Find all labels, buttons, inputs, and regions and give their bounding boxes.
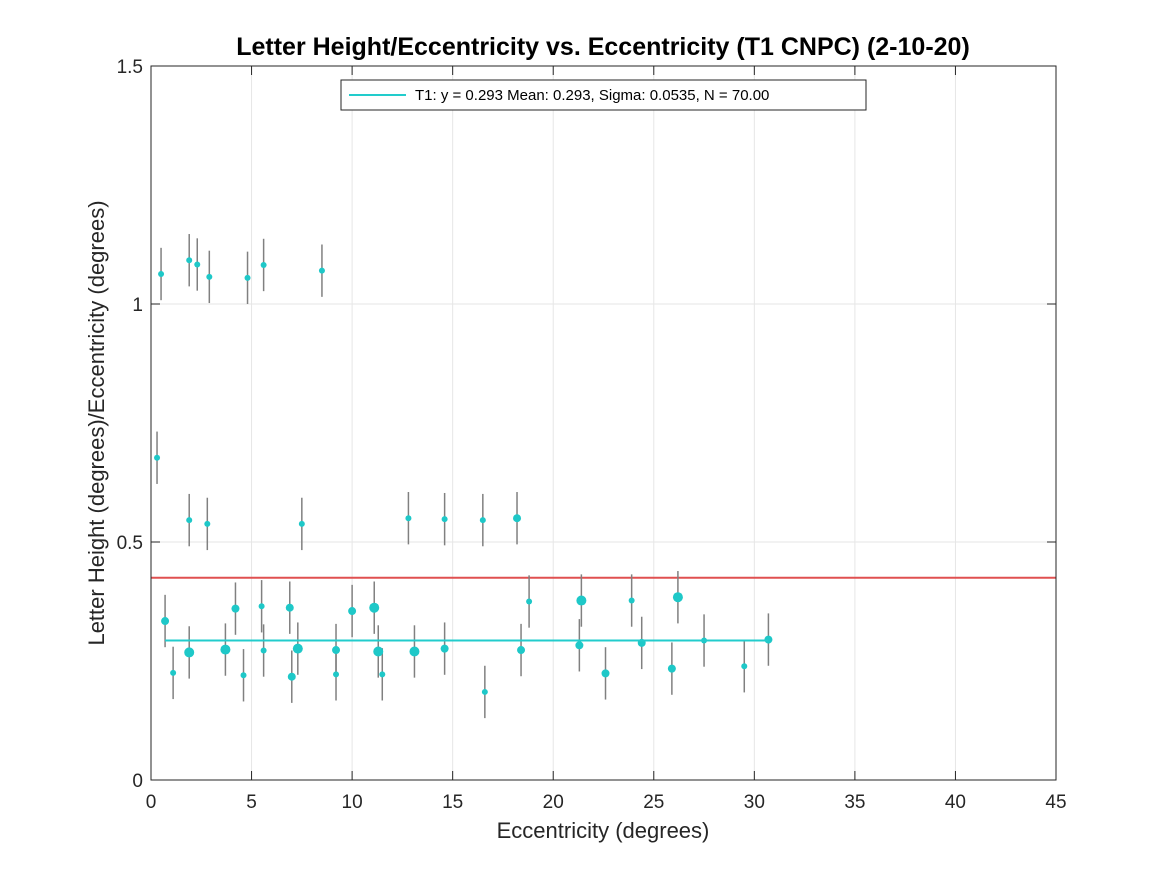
data-point bbox=[260, 261, 267, 268]
legend-entry: T1: y = 0.293 Mean: 0.293, Sigma: 0.0535… bbox=[415, 87, 769, 104]
data-point bbox=[576, 595, 587, 606]
data-point bbox=[240, 672, 247, 679]
data-point bbox=[441, 516, 448, 523]
tick-layer: 0 5 10 15 20 25 30 35 40 45 0 0.5 1 1.5 bbox=[117, 57, 1067, 813]
data-point bbox=[575, 641, 584, 650]
data-point bbox=[440, 644, 449, 653]
data-point bbox=[333, 671, 340, 678]
x-tick-label: 10 bbox=[342, 792, 363, 813]
data-point bbox=[154, 454, 161, 461]
data-point bbox=[298, 520, 305, 527]
data-point bbox=[513, 514, 522, 523]
data-point bbox=[258, 603, 265, 610]
data-point bbox=[373, 646, 384, 657]
chart-title: Letter Height/Eccentricity vs. Eccentric… bbox=[236, 33, 970, 61]
data-point bbox=[628, 597, 635, 604]
x-tick-label: 20 bbox=[543, 792, 564, 813]
legend-box bbox=[340, 79, 867, 111]
point-layer bbox=[154, 257, 773, 695]
data-point bbox=[741, 663, 748, 670]
data-point bbox=[184, 647, 195, 658]
plot-frame bbox=[150, 65, 1057, 781]
x-tick-label: 30 bbox=[744, 792, 765, 813]
data-point bbox=[318, 267, 325, 274]
data-point bbox=[204, 520, 211, 527]
data-point bbox=[481, 688, 488, 695]
data-point bbox=[405, 515, 412, 522]
data-point bbox=[369, 602, 380, 613]
y-tick-label: 1 bbox=[132, 295, 143, 316]
plot-area bbox=[151, 66, 1056, 780]
data-point bbox=[170, 669, 177, 676]
x-tick-label: 40 bbox=[945, 792, 966, 813]
data-point bbox=[479, 517, 486, 524]
data-point bbox=[409, 646, 420, 657]
data-point bbox=[206, 273, 213, 280]
x-tick-label: 0 bbox=[146, 792, 157, 813]
data-point bbox=[244, 274, 251, 281]
data-point bbox=[601, 669, 610, 678]
data-point bbox=[231, 604, 240, 613]
x-tick-label: 5 bbox=[246, 792, 257, 813]
data-point bbox=[667, 664, 676, 673]
x-tick-label: 45 bbox=[1045, 792, 1066, 813]
data-point bbox=[194, 261, 201, 268]
data-point bbox=[260, 647, 267, 654]
data-point bbox=[348, 607, 357, 616]
data-point bbox=[332, 646, 341, 655]
data-point bbox=[158, 271, 165, 278]
data-point bbox=[292, 643, 303, 654]
y-axis-label: Letter Height (degrees)/Eccentricity (de… bbox=[84, 200, 109, 645]
data-point bbox=[672, 592, 683, 603]
y-tick-label: 0 bbox=[132, 771, 143, 792]
data-point bbox=[220, 644, 231, 655]
legend: T1: y = 0.293 Mean: 0.293, Sigma: 0.0535… bbox=[340, 79, 867, 111]
data-point bbox=[186, 257, 193, 264]
x-tick-label: 15 bbox=[442, 792, 463, 813]
data-point bbox=[517, 646, 526, 655]
y-tick-label: 1.5 bbox=[117, 57, 143, 78]
x-tick-label: 35 bbox=[844, 792, 865, 813]
data-point bbox=[526, 598, 533, 605]
x-axis-label: Eccentricity (degrees) bbox=[497, 818, 710, 843]
data-point bbox=[379, 671, 386, 678]
data-point bbox=[161, 617, 170, 626]
data-point bbox=[285, 603, 294, 612]
data-point bbox=[186, 517, 193, 524]
y-tick-label: 0.5 bbox=[117, 533, 143, 554]
x-tick-label: 25 bbox=[643, 792, 664, 813]
data-point bbox=[287, 672, 296, 681]
